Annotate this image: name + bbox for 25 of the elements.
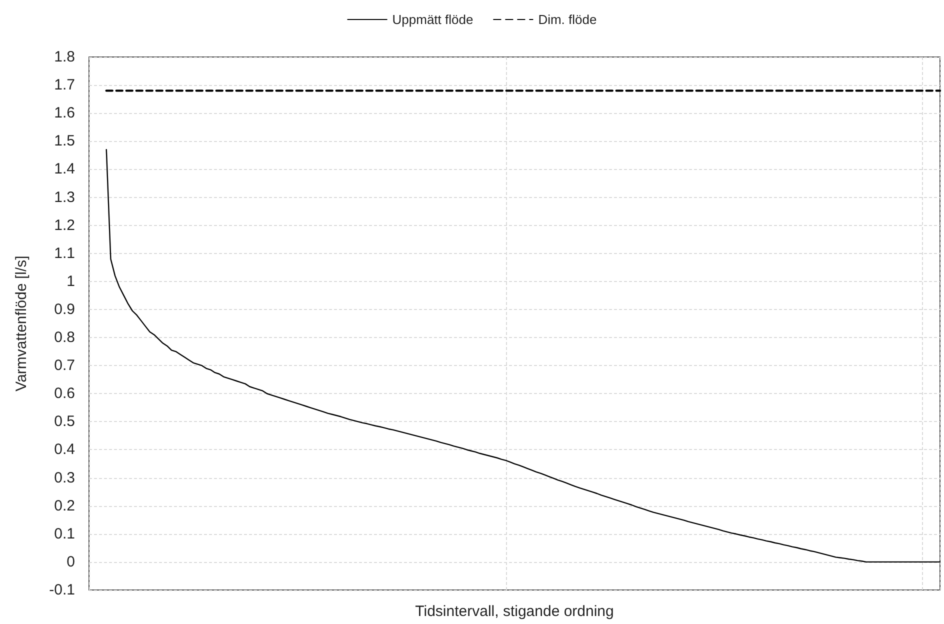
y-tick-label: 0.5 [54, 413, 75, 430]
legend-label: Uppmätt flöde [392, 12, 474, 27]
x-axis-title: Tidsintervall, stigande ordning [415, 603, 614, 620]
y-tick-label: 0.2 [54, 497, 75, 514]
y-tick-label: 1.2 [54, 216, 75, 234]
y-tick-label: 0.7 [54, 357, 75, 374]
y-tick-label: 1.1 [54, 244, 75, 262]
legend-label: Dim. flöde [538, 12, 597, 27]
y-tick-label: 1.8 [54, 48, 75, 66]
line-series [106, 148, 941, 563]
y-tick-label: 1.4 [54, 160, 75, 178]
y-tick-label: 0.8 [54, 329, 75, 346]
y-tick-label: 0.4 [54, 441, 75, 458]
y-tick-label: 1.7 [54, 76, 75, 94]
y-tick-label: 1.6 [54, 104, 75, 122]
y-tick-label: 0 [66, 553, 75, 570]
y-tick-label: -0.1 [49, 582, 75, 598]
y-axis-title: Varmvattenflöde [l/s] [13, 256, 30, 392]
y-tick-label: 0.9 [54, 300, 75, 318]
y-tick-label: 0.1 [54, 525, 75, 542]
y-tick-label: 1 [66, 272, 75, 290]
y-tick-label: 1.5 [54, 132, 75, 150]
y-tick-label: 0.3 [54, 469, 75, 486]
y-tick-label: 0.6 [54, 385, 75, 402]
y-tick-label: 1.3 [54, 188, 75, 206]
